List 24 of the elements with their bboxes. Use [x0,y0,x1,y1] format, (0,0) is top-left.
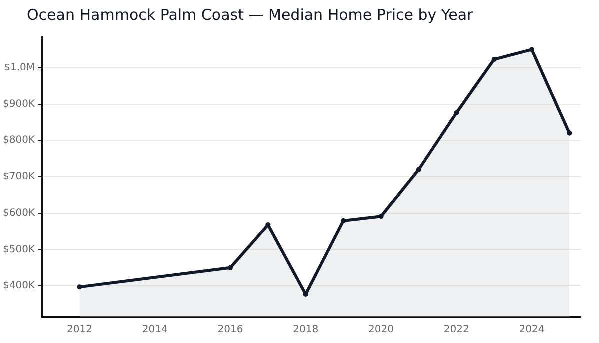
point [228,265,233,270]
x-tick-label: 2022 [444,324,470,336]
point [530,47,534,52]
y-tick-label: $500K [2,244,36,256]
x-tick-label: 2014 [142,324,168,336]
point [378,214,384,220]
point [567,130,572,136]
x-tick-label: 2016 [218,324,244,336]
point [454,110,460,116]
point [77,284,82,290]
y-tick-label: $700K [2,172,36,183]
chart-title: Ocean Hammock Palm Coast — Median Home Price by Year [27,6,474,24]
x-tick-label: 2018 [293,324,319,336]
x-tick-label: 2024 [519,324,545,336]
y-tick-label: $600K [2,208,36,219]
y-tick-label: $900K [2,98,36,110]
x-tick-label: 2012 [66,324,92,336]
point [341,218,346,224]
point [492,57,497,62]
y-tick-label: $400K [2,280,36,292]
point [416,167,422,172]
x-tick-label: 2020 [368,324,394,336]
y-tick-label: $800K [2,135,36,146]
y-tick-label: $1.0M [4,62,36,74]
